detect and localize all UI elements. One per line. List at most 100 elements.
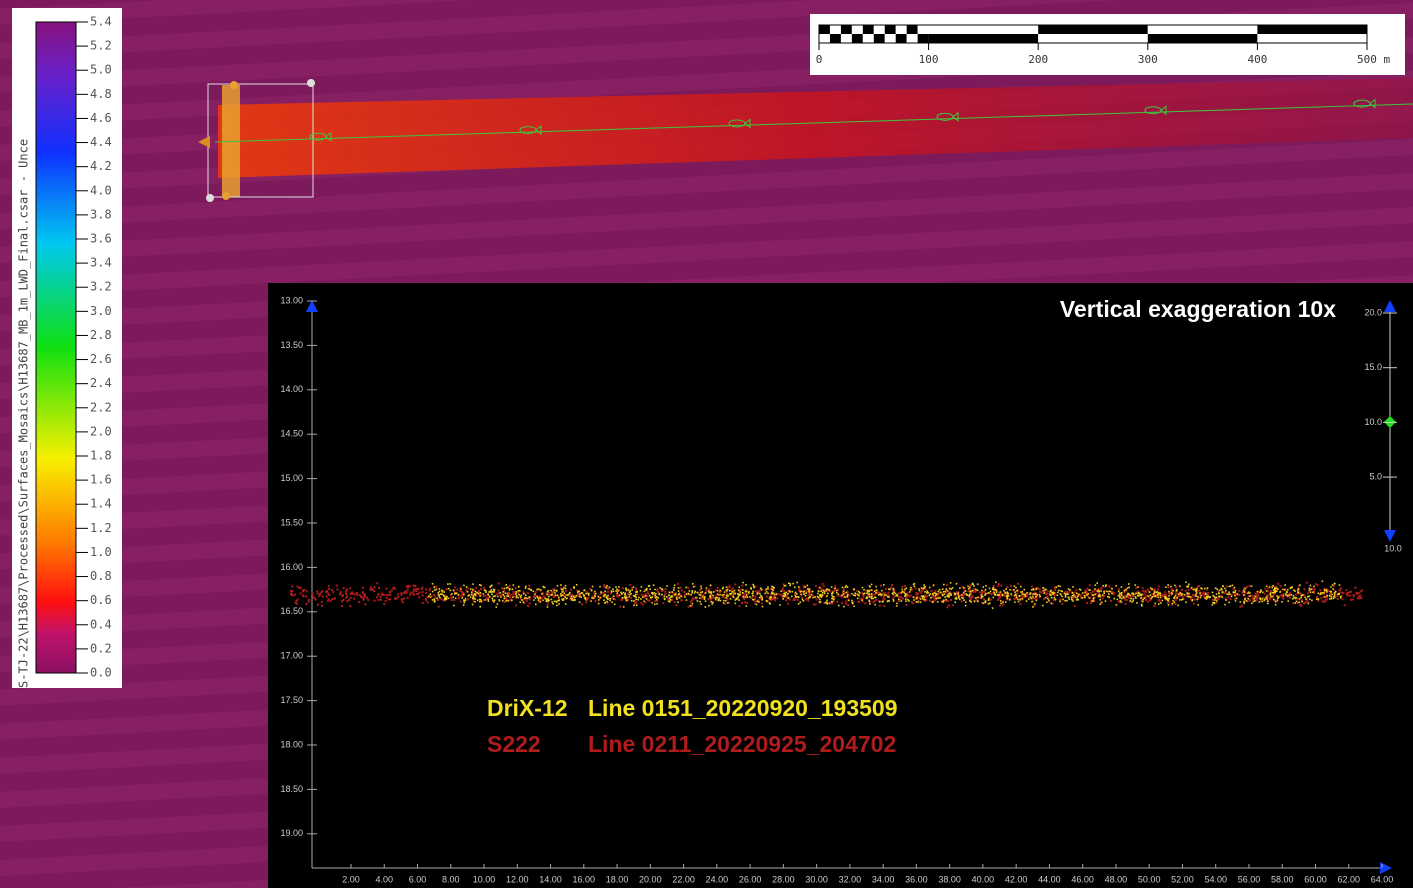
sounding — [1313, 586, 1315, 588]
sounding — [1226, 586, 1228, 588]
sounding — [1082, 592, 1084, 594]
sounding — [558, 597, 560, 599]
sounding — [690, 594, 692, 596]
sounding — [1111, 588, 1113, 590]
sounding — [497, 596, 499, 598]
sounding — [471, 594, 473, 596]
handle[interactable] — [222, 192, 230, 200]
sounding — [1254, 598, 1256, 600]
colorbar-label: 0.2 — [90, 641, 112, 655]
sounding — [1181, 589, 1183, 591]
sounding — [871, 589, 873, 591]
sounding — [761, 599, 763, 601]
sounding — [932, 594, 934, 596]
sounding — [620, 592, 622, 594]
sounding — [565, 590, 567, 592]
colorbar-title: S-TJ-22\H13687\Processed\Surfaces_Mosaic… — [17, 139, 31, 688]
handle[interactable] — [206, 194, 214, 202]
scale-check — [874, 34, 885, 43]
sounding — [606, 601, 608, 603]
y-tick-label: 13.00 — [280, 295, 303, 305]
sounding — [813, 603, 815, 605]
sounding — [552, 591, 554, 593]
sounding — [851, 600, 853, 602]
sounding — [1075, 596, 1077, 598]
sounding — [997, 594, 999, 596]
handle[interactable] — [230, 81, 238, 89]
sounding — [640, 590, 642, 592]
sounding — [1192, 594, 1194, 596]
sounding — [1158, 603, 1160, 605]
sounding — [828, 589, 830, 591]
sounding — [913, 599, 915, 601]
sounding — [869, 585, 871, 587]
sounding — [1000, 603, 1002, 605]
sounding — [1350, 599, 1352, 601]
sounding — [1133, 598, 1135, 600]
sounding — [791, 596, 793, 598]
sounding — [425, 589, 427, 591]
sounding — [702, 591, 704, 593]
sounding — [1249, 585, 1251, 587]
sounding — [1169, 598, 1171, 600]
slider-label: 10.0 — [1364, 417, 1382, 427]
sounding — [358, 601, 360, 603]
sounding — [1219, 590, 1221, 592]
sounding — [871, 598, 873, 600]
sounding — [628, 596, 630, 598]
sounding — [898, 592, 900, 594]
sounding — [675, 593, 677, 595]
sounding — [415, 590, 417, 592]
sounding — [981, 597, 983, 599]
sounding — [674, 584, 676, 586]
sounding — [342, 599, 344, 601]
sounding — [936, 598, 938, 600]
sounding — [1126, 599, 1128, 601]
sounding — [869, 603, 871, 605]
sounding — [726, 590, 728, 592]
sounding — [720, 600, 722, 602]
sounding — [832, 591, 834, 593]
sounding — [491, 594, 493, 596]
handle[interactable] — [307, 79, 315, 87]
sounding — [1345, 589, 1347, 591]
sounding — [975, 597, 977, 599]
sounding — [1065, 596, 1067, 598]
sounding — [378, 599, 380, 601]
sounding — [1013, 589, 1015, 591]
sounding — [1225, 599, 1227, 601]
sounding — [548, 592, 550, 594]
sounding — [669, 595, 671, 597]
sounding — [591, 589, 593, 591]
sounding — [734, 583, 736, 585]
sounding — [1205, 593, 1207, 595]
sounding — [1014, 595, 1016, 597]
sounding — [1051, 597, 1053, 599]
sounding — [351, 591, 353, 593]
sounding — [708, 605, 710, 607]
sounding — [1136, 602, 1138, 604]
sounding — [705, 592, 707, 594]
sounding — [603, 596, 605, 598]
sounding — [740, 589, 742, 591]
sounding — [1076, 592, 1078, 594]
sounding — [319, 593, 321, 595]
sounding — [1034, 603, 1036, 605]
sounding — [594, 591, 596, 593]
sounding — [782, 598, 784, 600]
sounding — [843, 606, 845, 608]
colorbar-label: 2.0 — [90, 424, 112, 438]
sounding — [929, 593, 931, 595]
sounding — [374, 600, 376, 602]
sounding — [944, 591, 946, 593]
sounding — [1072, 600, 1074, 602]
sounding — [783, 596, 785, 598]
sounding — [404, 591, 406, 593]
sounding — [603, 586, 605, 588]
sounding — [332, 591, 334, 593]
sounding — [1045, 589, 1047, 591]
sounding — [1255, 596, 1257, 598]
sounding — [688, 593, 690, 595]
sounding — [1111, 593, 1113, 595]
sounding — [629, 594, 631, 596]
